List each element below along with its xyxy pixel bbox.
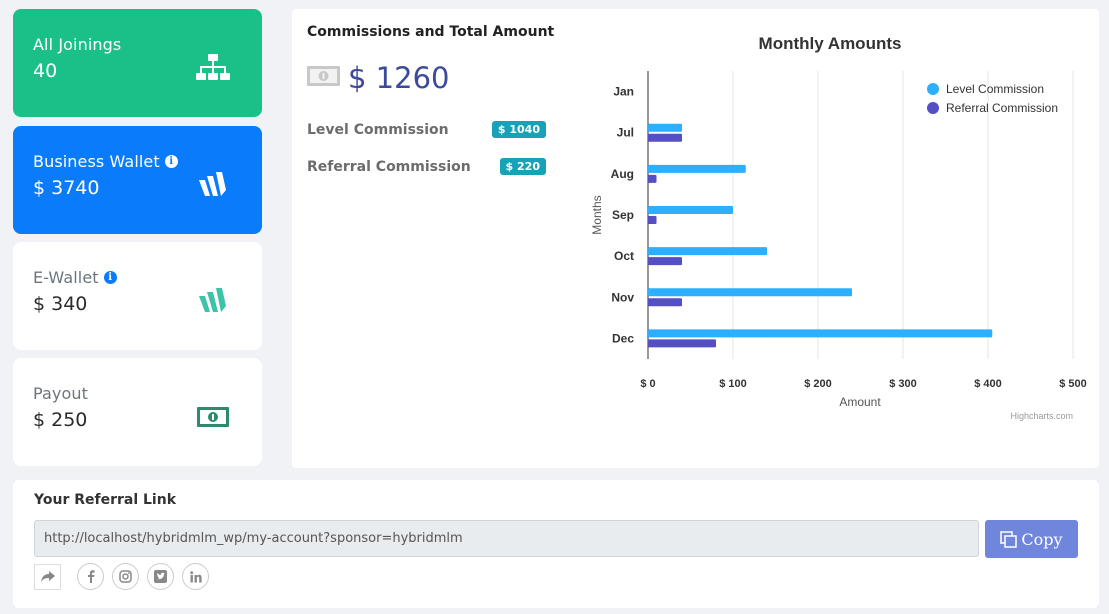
wallet-w-icon	[196, 284, 230, 318]
all-joinings-value: 40	[33, 60, 58, 82]
legend-marker	[927, 83, 939, 95]
business-wallet-card[interactable]: Business Wallet i $ 3740	[13, 126, 262, 234]
bar-referral-commission	[648, 298, 682, 307]
x-axis-title: Amount	[839, 395, 881, 409]
monthly-amounts-chart: Monthly Amounts $ 0 $ 100 $ 200 $ 300 $ 400 $ …	[590, 34, 1087, 421]
bar-level-commission	[648, 206, 733, 214]
money-icon	[307, 65, 340, 91]
y-axis-title: Months	[590, 195, 604, 234]
bar-level-commission	[648, 329, 993, 338]
referral-link-card: Your Referral Link Copy	[13, 480, 1099, 608]
category-label: Sep	[612, 208, 634, 222]
bar-level-commission	[648, 123, 682, 132]
bar-level-commission	[648, 247, 767, 256]
business-wallet-label: Business Wallet i	[33, 152, 242, 171]
referral-link-title: Your Referral Link	[34, 492, 177, 508]
bar-level-commission	[648, 288, 852, 297]
x-tick-label: $ 0	[640, 378, 655, 390]
panel-title: Commissions and Total Amount	[307, 24, 555, 40]
x-tick-label: $ 300	[889, 378, 917, 390]
sitemap-icon	[196, 51, 230, 85]
linkedin-icon[interactable]	[182, 563, 209, 590]
share-row	[34, 563, 209, 590]
twitter-square-icon[interactable]	[147, 563, 174, 590]
money-icon	[196, 400, 230, 434]
e-wallet-value: $ 340	[33, 293, 88, 315]
category-label: Jan	[613, 85, 634, 99]
copy-button[interactable]: Copy	[985, 520, 1078, 558]
bar-referral-commission	[648, 216, 657, 224]
copy-button-label: Copy	[1021, 529, 1063, 549]
business-wallet-value: $ 3740	[33, 177, 100, 199]
legend-marker	[927, 102, 939, 114]
facebook-icon[interactable]	[77, 563, 104, 590]
wallet-w-icon	[196, 168, 230, 202]
instagram-icon[interactable]	[112, 563, 139, 590]
payout-label: Payout	[33, 384, 89, 403]
info-icon[interactable]: i	[103, 271, 117, 284]
referral-commission-row: Referral Commission $ 220	[307, 158, 546, 175]
total-amount: $ 1260	[307, 61, 449, 95]
referral-commission-badge: $ 220	[499, 158, 546, 175]
referral-commission-label: Referral Commission	[307, 158, 471, 175]
bar-referral-commission	[648, 257, 682, 266]
info-icon[interactable]: i	[164, 155, 178, 168]
total-amount-value: $ 1260	[348, 61, 450, 95]
share-icon[interactable]	[34, 563, 61, 590]
payout-value: $ 250	[33, 409, 88, 431]
category-label: Jul	[617, 126, 634, 140]
bar-level-commission	[648, 164, 746, 173]
category-label: Aug	[611, 167, 634, 181]
e-wallet-card[interactable]: E-Wallet i $ 340	[13, 242, 262, 350]
payout-card[interactable]: Payout $ 250	[13, 358, 262, 466]
x-tick-label: $ 100	[719, 378, 747, 390]
level-commission-badge: $ 1040	[491, 121, 546, 138]
x-tick-label: $ 200	[804, 378, 832, 390]
legend-label: Level Commission	[946, 82, 1044, 96]
all-joinings-label: All Joinings	[33, 35, 122, 54]
x-tick-label: $ 500	[1059, 378, 1087, 390]
bar-referral-commission	[648, 339, 716, 348]
bar-referral-commission	[648, 174, 657, 183]
commissions-panel: Commissions and Total Amount $ 1260 Leve…	[292, 9, 1099, 468]
all-joinings-card[interactable]: All Joinings 40	[13, 9, 262, 117]
chart-title: Monthly Amounts	[759, 34, 902, 53]
copy-icon	[1000, 530, 1018, 548]
level-commission-label: Level Commission	[307, 121, 449, 138]
level-commission-row: Level Commission $ 1040	[307, 121, 546, 138]
legend-label: Referral Commission	[946, 101, 1058, 115]
category-label: Oct	[614, 249, 634, 263]
x-tick-label: $ 400	[974, 378, 1002, 390]
e-wallet-label: E-Wallet i	[33, 268, 242, 287]
category-label: Dec	[612, 331, 634, 345]
bar-referral-commission	[648, 133, 682, 142]
category-label: Nov	[611, 290, 634, 304]
chart-credits: Highcharts.com	[1010, 411, 1073, 421]
referral-link-input[interactable]	[34, 520, 979, 557]
